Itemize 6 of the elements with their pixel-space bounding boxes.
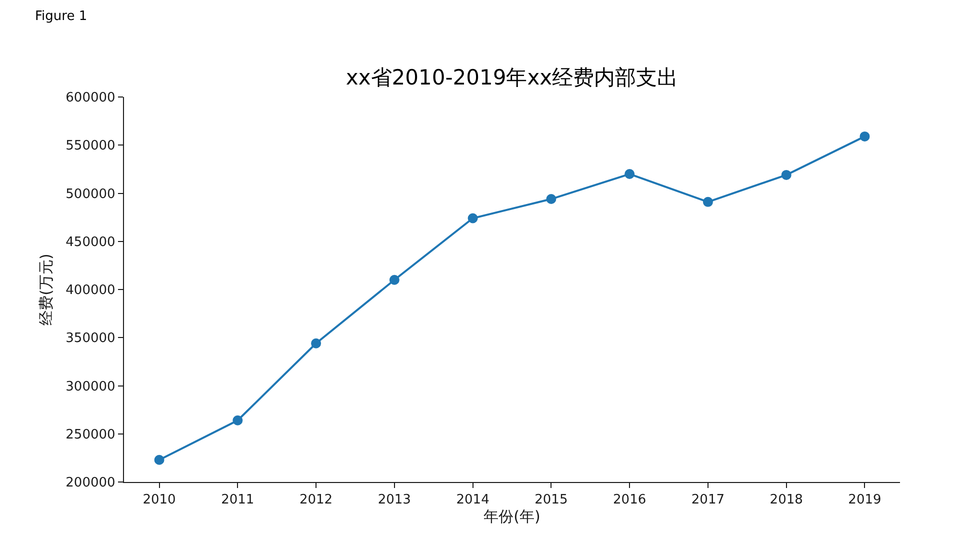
point — [781, 170, 792, 180]
point — [702, 196, 713, 207]
x-tick-label: 2019 — [848, 492, 882, 508]
point — [860, 131, 870, 142]
x-tick-label: 2018 — [770, 492, 803, 508]
x-tick-label: 2017 — [691, 492, 725, 508]
